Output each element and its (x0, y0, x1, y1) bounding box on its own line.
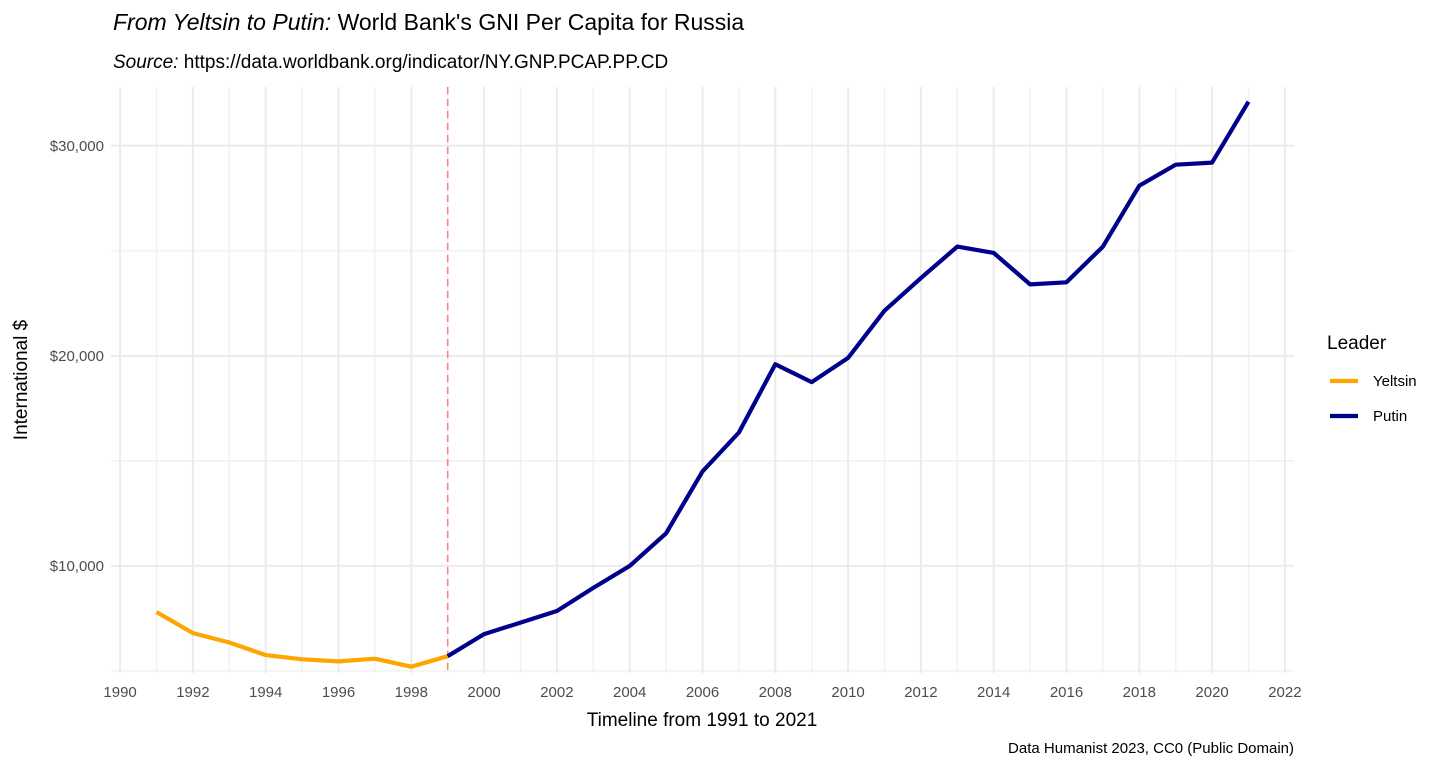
series-line-yeltsin (155, 610, 449, 669)
chart-title-rest: World Bank's GNI Per Capita for Russia (331, 9, 744, 35)
x-tick-label: 1998 (395, 684, 428, 701)
chart-caption: Data Humanist 2023, CC0 (Public Domain) (1008, 740, 1294, 757)
chart-subtitle-rest: https://data.worldbank.org/indicator/NY.… (178, 52, 668, 73)
x-tick-label: 2002 (540, 684, 573, 701)
x-tick-label: 2004 (613, 684, 646, 701)
x-axis-title: Timeline from 1991 to 2021 (587, 710, 818, 731)
y-tick-label: $30,000 (50, 138, 104, 155)
legend: Leader Yeltsin Putin (1327, 333, 1417, 425)
chart-subtitle-italic: Source: (113, 52, 178, 73)
x-tick-label: 1996 (322, 684, 355, 701)
chart-title-italic: From Yeltsin to Putin: (113, 9, 331, 35)
x-tick-labels: 1990 1992 1994 1996 1998 2000 2002 2004 2006 2008… (103, 684, 1301, 701)
x-tick-label: 1992 (176, 684, 209, 701)
legend-label-yeltsin: Yeltsin (1373, 373, 1417, 390)
x-tick-label: 2000 (467, 684, 500, 701)
y-tick-label: $10,000 (50, 558, 104, 575)
x-tick-label: 1990 (103, 684, 136, 701)
y-tick-labels: $10,000 $20,000 $30,000 (50, 138, 104, 575)
chart-title: From Yeltsin to Putin: World Bank's GNI … (113, 9, 744, 35)
y-tick-label: $20,000 (50, 348, 104, 365)
y-axis-title: International $ (11, 319, 32, 440)
x-tick-label: 2010 (831, 684, 864, 701)
chart-subtitle: Source: https://data.worldbank.org/indic… (113, 52, 668, 73)
x-tick-label: 2008 (759, 684, 792, 701)
x-tick-label: 2006 (686, 684, 719, 701)
legend-items: Yeltsin Putin (1330, 373, 1417, 425)
series-line-putin (446, 100, 1251, 658)
legend-label-putin: Putin (1373, 408, 1407, 425)
x-tick-label: 2022 (1268, 684, 1301, 701)
x-tick-label: 2018 (1123, 684, 1156, 701)
series-layer (155, 100, 1251, 669)
x-tick-label: 2012 (904, 684, 937, 701)
x-tick-label: 2014 (977, 684, 1010, 701)
grid-layer (111, 87, 1294, 673)
x-tick-label: 2016 (1050, 684, 1083, 701)
legend-title: Leader (1327, 333, 1387, 354)
x-tick-label: 1994 (249, 684, 282, 701)
x-tick-label: 2020 (1195, 684, 1228, 701)
